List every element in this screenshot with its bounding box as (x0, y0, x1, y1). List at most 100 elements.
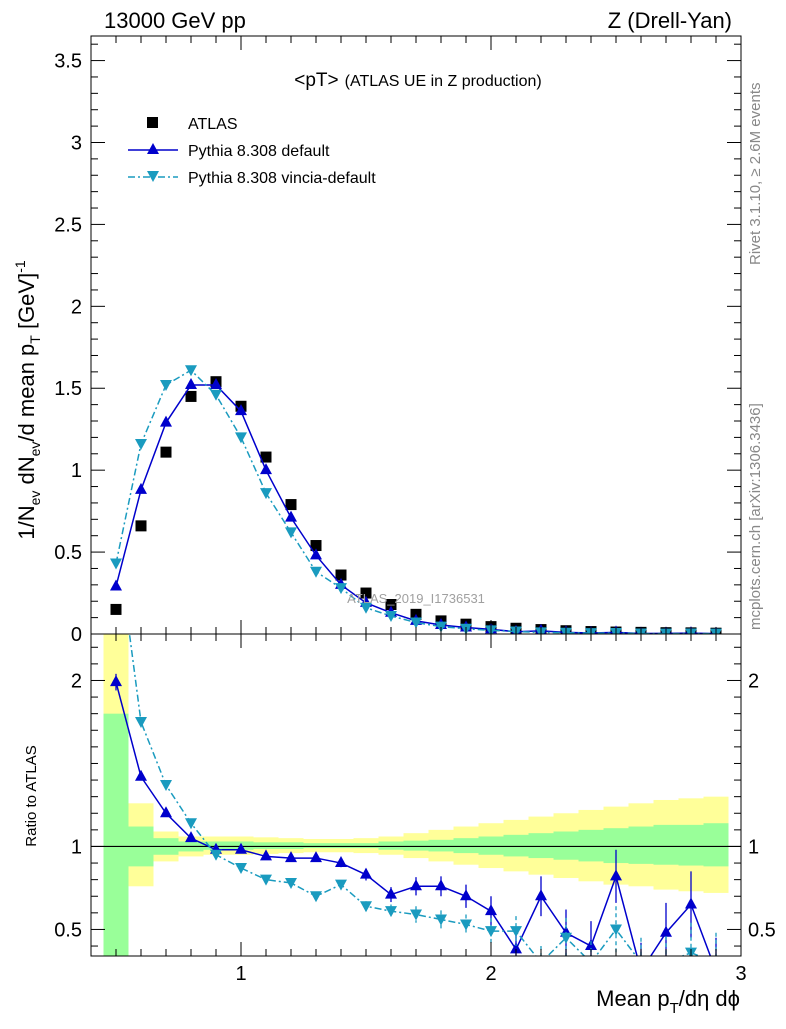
inner-band-bin (628, 826, 654, 864)
x-tick-label: 2 (485, 963, 496, 985)
main-point-atlas (310, 540, 322, 552)
plot-title-sub: (ATLAS UE in Z production) (345, 73, 542, 90)
inner-band-bin (578, 829, 604, 862)
main-point-pythia-8-308-vincia-default (135, 438, 147, 450)
inner-band-bin (678, 824, 704, 866)
main-point-atlas (110, 603, 122, 615)
ratio-point-pythia-8-308-vincia-default (660, 958, 672, 969)
plot-title-main: <pT> (294, 70, 338, 91)
ratio-point-pythia-8-308-vincia-default (460, 919, 472, 931)
main-point-pythia-8-308-default (285, 510, 297, 522)
ratio-point-pythia-8-308-default (235, 842, 247, 854)
main-point-atlas (360, 587, 372, 599)
main-point-atlas (260, 451, 272, 463)
ratio-point-pythia-8-308-default (510, 942, 522, 954)
main-legend: ATLAS Pythia 8.308 default Pythia 8.308 … (128, 116, 376, 187)
ratio-point-pythia-8-308-vincia-default (310, 891, 322, 903)
main-point-pythia-8-308-default (210, 377, 222, 389)
ratio-point-pythia-8-308-default (610, 869, 622, 881)
ratio-point-pythia-8-308-default (160, 806, 172, 818)
main-point-pythia-8-308-default (135, 482, 147, 494)
main-point-atlas (285, 499, 297, 511)
ratio-point-pythia-8-308-vincia-default (210, 849, 222, 861)
ratio-point-pythia-8-308-vincia-default (410, 909, 422, 921)
ratio-point-pythia-8-308-default (535, 889, 547, 901)
ratio-point-pythia-8-308-vincia-default (235, 863, 247, 875)
ratio-point-pythia-8-308-default (335, 856, 347, 868)
main-y-tick-label: 2.5 (54, 214, 82, 236)
ratio-point-pythia-8-308-default (360, 867, 372, 879)
inner-band-bin (403, 840, 429, 851)
main-point-pythia-8-308-default (310, 548, 322, 560)
ratio-uncertainty-bands (103, 634, 729, 956)
main-y-tick-label: 1 (71, 460, 82, 482)
ratio-point-pythia-8-308-vincia-default (535, 958, 547, 969)
main-y-tick-label: 1.5 (54, 378, 82, 400)
inner-band-bin (353, 843, 379, 849)
ratio-point-pythia-8-308-vincia-default (585, 958, 597, 969)
main-y-tick-label: 2 (71, 296, 82, 318)
inner-band-bin (428, 839, 454, 852)
legend-marker-atlas (147, 117, 158, 128)
main-point-pythia-8-308-vincia-default (185, 365, 197, 377)
main-y-axis-label: 1/Nev dNev/d mean pT [GeV]-1 (12, 260, 43, 540)
main-y-tick-label: 3 (71, 132, 82, 154)
ratio-point-pythia-8-308-vincia-default (185, 818, 197, 830)
ratio-point-pythia-8-308-vincia-default (610, 924, 622, 936)
main-point-pythia-8-308-vincia-default (335, 583, 347, 595)
ratio-y-tick-label-left: 1 (71, 836, 82, 858)
ratio-point-pythia-8-308-default (260, 849, 272, 861)
ratio-point-pythia-8-308-vincia-default (710, 958, 722, 969)
ratio-point-pythia-8-308-default (710, 964, 722, 975)
main-point-pythia-8-308-vincia-default (110, 558, 122, 570)
x-tick-label: 3 (735, 963, 746, 985)
ratio-point-pythia-8-308-vincia-default (360, 901, 372, 913)
ratio-y-tick-label-left: 2 (71, 670, 82, 692)
main-point-atlas (135, 520, 147, 532)
ratio-point-pythia-8-308-vincia-default (285, 877, 297, 889)
ratio-point-pythia-8-308-vincia-default (260, 874, 272, 886)
ratio-point-pythia-8-308-vincia-default (110, 526, 122, 537)
ratio-point-pythia-8-308-vincia-default (160, 780, 172, 792)
ratio-point-pythia-8-308-vincia-default (135, 716, 147, 728)
ratio-point-pythia-8-308-vincia-default (560, 932, 572, 944)
main-point-atlas (160, 446, 172, 458)
header-right: Z (Drell-Yan) (608, 8, 732, 33)
main-point-pythia-8-308-vincia-default (260, 488, 272, 500)
main-point-pythia-8-308-vincia-default (360, 602, 372, 614)
x-axis-label: Mean pT/dη dϕ (596, 986, 740, 1017)
ratio-point-pythia-8-308-default (135, 769, 147, 781)
ratio-point-pythia-8-308-default (110, 675, 122, 687)
inner-band-bin (103, 713, 129, 956)
ratio-y-axis-label: Ratio to ATLAS (23, 745, 40, 846)
ratio-y-tick-label-left: 0.5 (54, 919, 82, 941)
ratio-point-pythia-8-308-vincia-default (635, 958, 647, 969)
ratio-point-pythia-8-308-default (635, 964, 647, 975)
main-point-atlas (385, 599, 397, 611)
inner-band-bin (528, 833, 554, 859)
inner-band-bin (703, 823, 729, 867)
main-point-pythia-8-308-default (160, 415, 172, 427)
inner-band-bin (303, 843, 329, 849)
main-point-pythia-8-308-default (185, 377, 197, 389)
main-point-pythia-8-308-vincia-default (235, 432, 247, 444)
main-point-pythia-8-308-vincia-default (385, 610, 397, 622)
mcplots-reference: mcplots.cern.ch [arXiv:1306.3436] (747, 403, 764, 630)
main-point-pythia-8-308-vincia-default (210, 389, 222, 401)
main-y-tick-label: 3.5 (54, 51, 82, 73)
main-point-atlas (185, 390, 197, 402)
main-point-pythia-8-308-vincia-default (410, 617, 422, 629)
inner-band-bin (328, 843, 354, 849)
main-y-tick-label: 0 (71, 624, 82, 646)
legend-label-atlas: ATLAS (188, 116, 238, 133)
ratio-y-tick-label-right: 1 (748, 836, 759, 858)
legend-label-pythia-default: Pythia 8.308 default (188, 143, 330, 160)
inner-band-bin (503, 834, 529, 857)
plot-title: <pT> (ATLAS UE in Z production) (294, 70, 541, 91)
ratio-point-pythia-8-308-vincia-default (510, 926, 522, 938)
x-tick-label: 1 (235, 963, 246, 985)
ratio-point-pythia-8-308-default (460, 889, 472, 901)
main-point-pythia-8-308-vincia-default (160, 379, 172, 391)
inner-band-bin (253, 842, 279, 849)
